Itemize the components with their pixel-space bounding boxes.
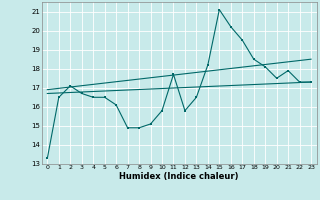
X-axis label: Humidex (Indice chaleur): Humidex (Indice chaleur)	[119, 172, 239, 181]
